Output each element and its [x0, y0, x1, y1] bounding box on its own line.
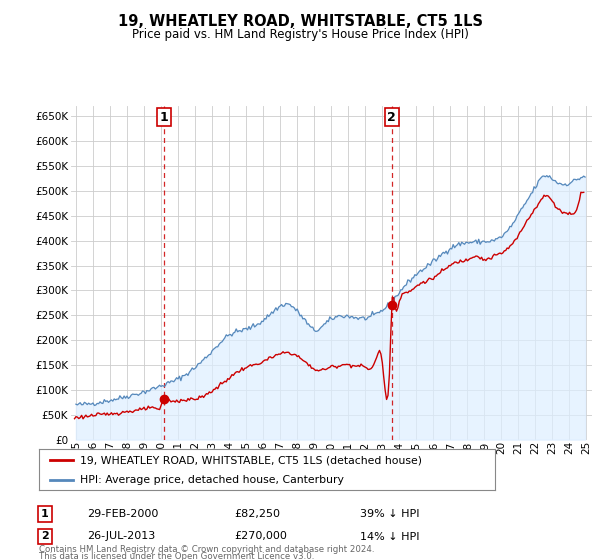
Text: 1: 1 [160, 111, 168, 124]
Text: 14% ↓ HPI: 14% ↓ HPI [360, 531, 419, 542]
Text: 2: 2 [388, 111, 396, 124]
Text: This data is licensed under the Open Government Licence v3.0.: This data is licensed under the Open Gov… [39, 552, 314, 560]
Text: 29-FEB-2000: 29-FEB-2000 [87, 509, 158, 519]
Text: 1: 1 [41, 509, 49, 519]
Text: Contains HM Land Registry data © Crown copyright and database right 2024.: Contains HM Land Registry data © Crown c… [39, 545, 374, 554]
Text: 39% ↓ HPI: 39% ↓ HPI [360, 509, 419, 519]
Text: £270,000: £270,000 [234, 531, 287, 542]
Text: 19, WHEATLEY ROAD, WHITSTABLE, CT5 1LS (detached house): 19, WHEATLEY ROAD, WHITSTABLE, CT5 1LS (… [80, 455, 422, 465]
Text: Price paid vs. HM Land Registry's House Price Index (HPI): Price paid vs. HM Land Registry's House … [131, 28, 469, 41]
Text: 26-JUL-2013: 26-JUL-2013 [87, 531, 155, 542]
Text: HPI: Average price, detached house, Canterbury: HPI: Average price, detached house, Cant… [80, 475, 344, 485]
Text: 2: 2 [41, 531, 49, 542]
Text: £82,250: £82,250 [234, 509, 280, 519]
Text: 19, WHEATLEY ROAD, WHITSTABLE, CT5 1LS: 19, WHEATLEY ROAD, WHITSTABLE, CT5 1LS [118, 14, 482, 29]
